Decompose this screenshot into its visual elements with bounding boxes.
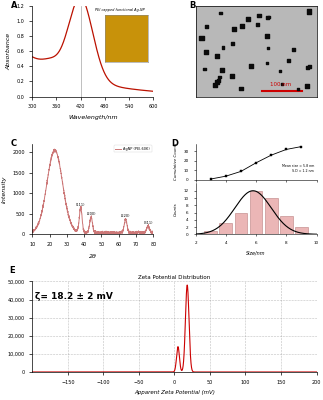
- Point: [295, 86, 300, 92]
- Point: [307, 8, 312, 15]
- Point: [238, 85, 244, 92]
- Point: [204, 24, 209, 30]
- Text: A: A: [11, 2, 17, 10]
- Point: [217, 10, 223, 16]
- Text: (220): (220): [121, 214, 130, 218]
- Point: [248, 62, 254, 69]
- Point: [265, 15, 270, 21]
- Point: [307, 64, 312, 70]
- Text: Mean size = 5.8 nm
S.D = 1.2 nm: Mean size = 5.8 nm S.D = 1.2 nm: [282, 164, 314, 173]
- Point: [266, 45, 271, 51]
- Y-axis label: Absorbance: Absorbance: [6, 33, 11, 70]
- X-axis label: Wavelength/nm: Wavelength/nm: [68, 115, 118, 120]
- Y-axis label: Intensity: Intensity: [2, 175, 6, 203]
- Text: B: B: [190, 2, 196, 10]
- Y-axis label: Counts: Counts: [174, 202, 178, 216]
- Point: [219, 67, 224, 73]
- Point: [214, 53, 220, 59]
- Point: [230, 40, 235, 46]
- Point: [305, 83, 310, 89]
- Bar: [250, 191, 263, 234]
- Point: [202, 66, 207, 72]
- X-axis label: Size/nm: Size/nm: [246, 251, 266, 256]
- Point: [305, 64, 310, 70]
- Point: [213, 82, 218, 88]
- Bar: [204, 231, 217, 234]
- Point: [199, 35, 204, 41]
- Text: (311): (311): [143, 221, 153, 225]
- X-axis label: 2$\theta$: 2$\theta$: [88, 252, 98, 260]
- Text: (111): (111): [76, 203, 85, 207]
- Point: [291, 46, 297, 53]
- Point: [256, 12, 261, 19]
- Bar: [265, 198, 277, 234]
- Text: C: C: [11, 139, 17, 148]
- Bar: [219, 224, 232, 234]
- Point: [203, 48, 208, 55]
- Bar: [295, 227, 308, 234]
- Text: (200): (200): [86, 212, 96, 216]
- Point: [277, 68, 282, 74]
- Point: [266, 14, 271, 20]
- Bar: [234, 212, 247, 234]
- Point: [255, 21, 260, 28]
- Point: [264, 60, 269, 66]
- Text: PEI capped functional Ag-NP: PEI capped functional Ag-NP: [95, 8, 145, 12]
- Text: E: E: [10, 266, 15, 275]
- Point: [265, 33, 270, 40]
- Y-axis label: Cumulative Counts: Cumulative Counts: [174, 143, 178, 180]
- Point: [239, 23, 245, 29]
- Point: [216, 77, 221, 84]
- Text: ζ= 18.2 ± 2 mV: ζ= 18.2 ± 2 mV: [35, 292, 113, 301]
- Bar: [280, 216, 293, 234]
- Text: D: D: [172, 139, 178, 148]
- Point: [221, 44, 226, 51]
- Point: [230, 73, 235, 79]
- X-axis label: Apparent Zeta Potential (mV): Apparent Zeta Potential (mV): [134, 390, 215, 395]
- Legend: AgNP (PEI-60K): AgNP (PEI-60K): [114, 146, 151, 152]
- Point: [231, 26, 236, 32]
- Text: 100 nm: 100 nm: [270, 82, 291, 87]
- Point: [246, 16, 251, 22]
- Point: [286, 57, 291, 64]
- Y-axis label: Total Counts: Total Counts: [0, 310, 2, 344]
- Point: [217, 74, 223, 80]
- Title: Zeta Potential Distribution: Zeta Potential Distribution: [138, 275, 211, 280]
- Point: [280, 81, 285, 87]
- Point: [214, 79, 220, 85]
